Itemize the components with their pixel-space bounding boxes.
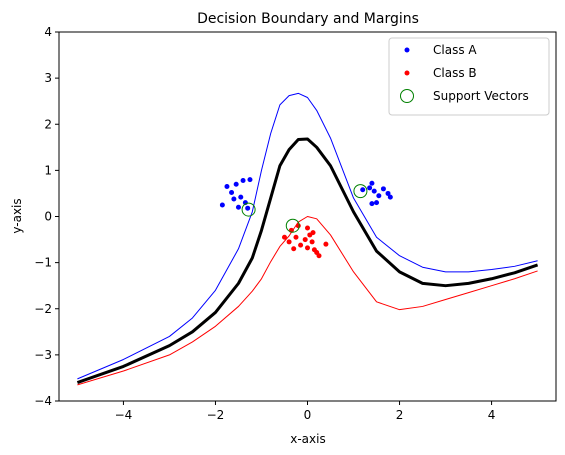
class-a-point [369, 180, 375, 186]
boundary-line [76, 137, 539, 384]
class-a-point [385, 190, 391, 196]
class-a-point [247, 177, 253, 183]
y-axis: −4 −3 −2 −1 0 1 2 3 4 [34, 25, 59, 408]
class-a-point [219, 202, 225, 208]
lines-layer [76, 92, 539, 386]
class-a-point [242, 200, 248, 206]
legend-box [388, 37, 550, 116]
x-tick-label: −2 [207, 408, 225, 422]
class-a-point [240, 178, 246, 184]
class-a-point [376, 193, 382, 199]
class-a-point [235, 204, 241, 210]
lower-margin-line [77, 216, 538, 386]
class-b-point [295, 223, 301, 229]
legend-label-class-b: Class B [433, 66, 477, 80]
class-a-point [374, 200, 380, 206]
points-layer [219, 177, 393, 259]
class-b-point [286, 239, 292, 245]
class-b-point [302, 237, 308, 243]
class-b-point [281, 234, 287, 240]
x-tick-label: −4 [115, 408, 133, 422]
support-vector-point [285, 218, 300, 233]
y-tick-label: −4 [34, 394, 52, 408]
y-tick-label: −3 [34, 348, 52, 362]
class-b-point [305, 225, 310, 231]
legend-marker-class-a [404, 47, 410, 53]
y-tick-label: 4 [44, 25, 52, 39]
class-a-point [360, 187, 366, 193]
legend: Class A Class B Support Vectors [388, 37, 550, 116]
y-tick-label: −1 [34, 256, 52, 270]
class-a-point [231, 196, 237, 202]
y-axis-label: y-axis [10, 198, 24, 233]
y-tick-label: 0 [44, 210, 52, 224]
upper-margin-line [77, 92, 538, 380]
x-tick-label: 2 [396, 408, 404, 422]
class-a-point [387, 194, 393, 200]
x-tick-label: 4 [488, 408, 496, 422]
y-tick-label: 2 [44, 117, 52, 131]
class-b-point [305, 245, 310, 251]
class-a-point [367, 185, 373, 191]
y-tick-label: −2 [34, 302, 52, 316]
y-tick-label: 1 [44, 163, 52, 177]
class-a-point [245, 205, 251, 211]
support-vector-point [353, 184, 368, 199]
x-axis: −4 −2 0 2 4 [115, 401, 496, 422]
class-b-point [309, 239, 315, 245]
y-tick-label: 3 [44, 71, 52, 85]
legend-label-support-vectors: Support Vectors [433, 89, 529, 103]
x-axis-label: x-axis [290, 432, 325, 446]
class-a-point [224, 184, 230, 190]
class-a-point [229, 190, 235, 196]
class-b-point [323, 241, 329, 247]
support-vector-point [241, 202, 256, 217]
class-b-point [310, 230, 316, 236]
class-b-point [316, 253, 322, 259]
class-a-point [380, 186, 386, 192]
x-tick-label: 0 [304, 408, 312, 422]
chart-title: Decision Boundary and Margins [197, 11, 419, 27]
class-b-point [291, 246, 297, 252]
legend-marker-support-vectors [400, 89, 414, 103]
class-a-point [371, 188, 377, 194]
class-b-point [293, 234, 299, 240]
legend-label-class-a: Class A [433, 43, 477, 57]
class-a-point [233, 181, 239, 187]
class-a-point [369, 201, 375, 207]
legend-marker-class-b [404, 70, 410, 76]
class-a-point [238, 194, 244, 200]
class-b-point [298, 242, 304, 248]
